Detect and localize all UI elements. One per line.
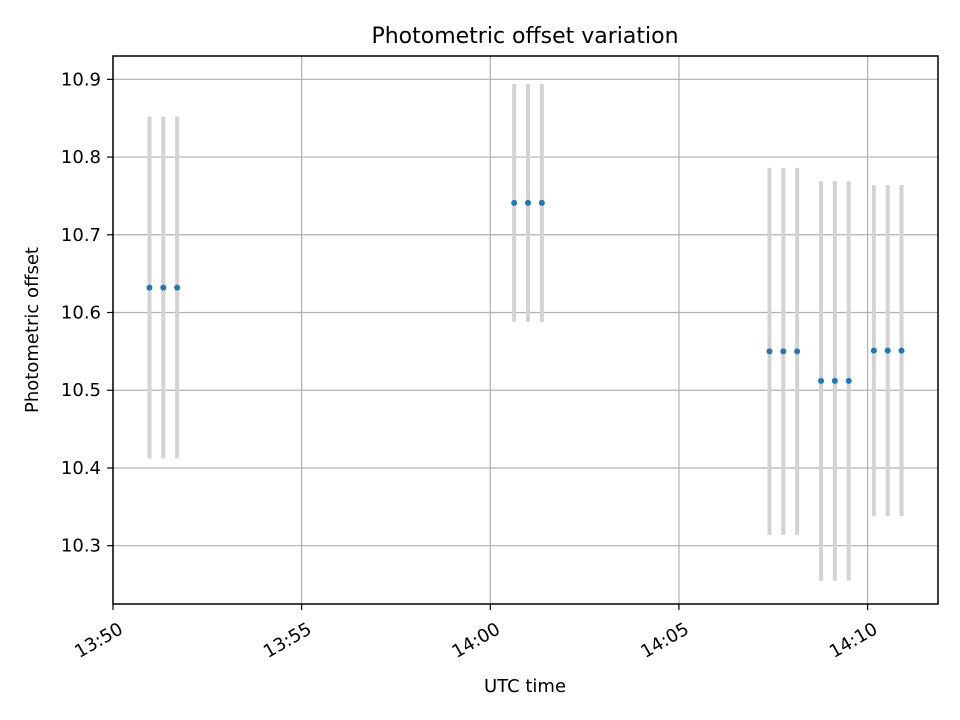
x-tick-label: 14:05 [637,619,692,663]
x-axis: 13:50 13:55 14:00 14:05 14:10 [71,604,881,663]
y-axis-label: Photometric offset [22,247,43,413]
data-points [146,199,905,384]
y-tick-label: 10.7 [61,225,101,246]
x-axis-label: UTC time [484,676,566,697]
y-tick-label: 10.4 [61,458,101,479]
data-point [818,377,825,384]
data-point [780,348,787,355]
y-tick-label: 10.8 [61,147,101,168]
x-tick-label: 13:50 [71,619,126,663]
y-tick-label: 10.6 [61,303,101,324]
plot-frame [112,55,939,605]
data-point [898,347,905,354]
data-point [831,377,838,384]
x-tick-label: 14:00 [449,619,504,663]
x-tick-label: 13:55 [260,619,315,663]
y-axis: 10.3 10.4 10.5 10.6 10.7 10.8 10.9 [61,69,113,557]
data-point [870,347,877,354]
data-point [174,284,181,291]
data-point [766,348,773,355]
y-tick-label: 10.3 [61,536,101,557]
chart-title: Photometric offset variation [371,24,678,49]
grid-lines [112,56,938,604]
data-point [511,199,518,206]
y-tick-label: 10.9 [61,69,101,90]
error-bars [147,83,904,581]
data-point [538,199,545,206]
y-tick-label: 10.5 [61,380,101,401]
x-tick-label: 14:10 [826,619,881,663]
data-point [884,347,891,354]
data-point [794,348,801,355]
data-point [146,284,153,291]
data-point [525,199,532,206]
data-point [845,377,852,384]
data-point [160,284,167,291]
